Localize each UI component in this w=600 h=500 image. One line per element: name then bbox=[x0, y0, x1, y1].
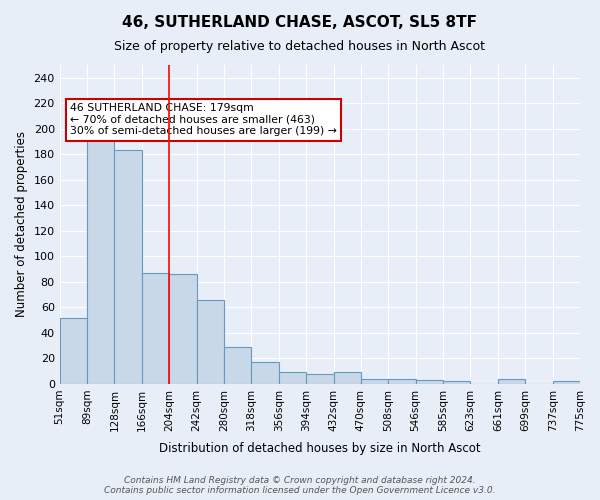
Bar bbox=[115, 150, 142, 384]
Text: Contains HM Land Registry data © Crown copyright and database right 2024.
Contai: Contains HM Land Registry data © Crown c… bbox=[104, 476, 496, 495]
Bar bbox=[169, 274, 197, 384]
Text: 46 SUTHERLAND CHASE: 179sqm
← 70% of detached houses are smaller (463)
30% of se: 46 SUTHERLAND CHASE: 179sqm ← 70% of det… bbox=[70, 104, 337, 136]
Bar bbox=[197, 300, 224, 384]
Bar bbox=[87, 140, 115, 384]
Bar bbox=[251, 362, 279, 384]
Y-axis label: Number of detached properties: Number of detached properties bbox=[15, 132, 28, 318]
Bar bbox=[59, 318, 87, 384]
Bar bbox=[279, 372, 306, 384]
Text: Size of property relative to detached houses in North Ascot: Size of property relative to detached ho… bbox=[115, 40, 485, 53]
Bar bbox=[553, 382, 580, 384]
Bar bbox=[416, 380, 443, 384]
Bar bbox=[388, 379, 416, 384]
Bar bbox=[334, 372, 361, 384]
X-axis label: Distribution of detached houses by size in North Ascot: Distribution of detached houses by size … bbox=[159, 442, 481, 455]
Bar bbox=[224, 347, 251, 384]
Bar bbox=[361, 379, 388, 384]
Bar bbox=[306, 374, 334, 384]
Text: 46, SUTHERLAND CHASE, ASCOT, SL5 8TF: 46, SUTHERLAND CHASE, ASCOT, SL5 8TF bbox=[122, 15, 478, 30]
Bar bbox=[498, 379, 525, 384]
Bar bbox=[142, 273, 169, 384]
Bar bbox=[443, 382, 470, 384]
